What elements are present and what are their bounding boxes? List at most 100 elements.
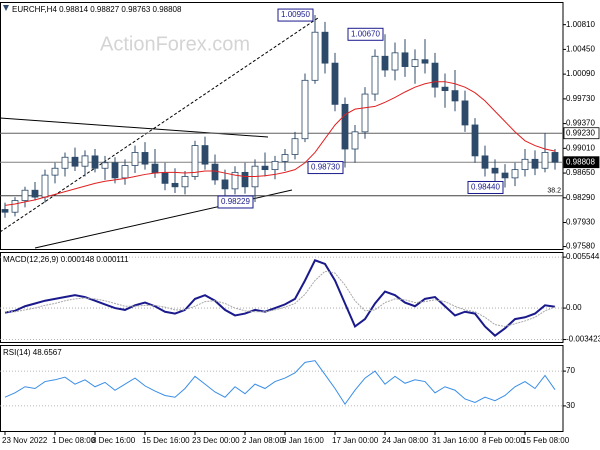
x-tick-label: 8 Dec 16:00: [92, 436, 136, 445]
candle-body: [1, 209, 9, 213]
indicator-line: [4, 259, 556, 337]
candle-body: [441, 86, 449, 92]
candle-body: [371, 55, 379, 95]
watermark: ActionForex.com: [100, 33, 250, 55]
x-tick-label: 31 Jan 16:00: [432, 436, 479, 445]
fib-label: 38.2: [547, 188, 561, 195]
candle-body: [101, 162, 109, 169]
y-tick-label: 1.00450: [566, 45, 595, 54]
price-label: 0.99230: [566, 128, 595, 137]
x-tick-label: 15 Dec 16:00: [142, 436, 190, 445]
annotation-label: 0.98730: [311, 163, 340, 172]
annotation-label: 0.98229: [221, 197, 250, 206]
candle-body: [321, 31, 329, 64]
candle-body: [131, 152, 139, 166]
candle-body: [81, 155, 89, 167]
trend-line: [0, 17, 319, 233]
candle-body: [521, 158, 529, 171]
candle-body: [181, 176, 189, 188]
x-tick-label: 17 Jan 00:00: [332, 436, 379, 445]
y-tick-label: 0.005544: [566, 252, 600, 261]
candle-body: [411, 59, 419, 67]
y-tick-label: 0.99370: [566, 119, 595, 128]
annotation-label: 1.00670: [351, 29, 380, 38]
x-tick-label: 2 Jan 08:00: [242, 436, 284, 445]
panel-frame: [0, 2, 564, 250]
candle-body: [511, 169, 519, 179]
panel-frame: [0, 252, 564, 343]
annotation-label: 0.98440: [471, 183, 500, 192]
candle-body: [91, 155, 99, 169]
candle-body: [301, 79, 309, 140]
candle-body: [501, 172, 509, 179]
candle-body: [331, 62, 339, 105]
x-tick-label: 9 Jan 16:00: [282, 436, 324, 445]
candle-body: [51, 167, 59, 176]
annotation-label: 1.00950: [281, 10, 310, 19]
candle-body: [531, 158, 539, 169]
candle-body: [291, 138, 299, 155]
candle-body: [211, 163, 219, 181]
trend-line: [0, 117, 269, 138]
annotation-box: [347, 27, 384, 41]
candle-body: [171, 182, 179, 188]
y-tick-label: 0.00: [566, 303, 582, 312]
candle-body: [61, 156, 69, 169]
candle-body: [21, 189, 29, 201]
price-label-box: [563, 127, 600, 140]
candle-body: [541, 152, 549, 169]
y-tick-label: 1.00810: [566, 20, 595, 29]
moving-average: [4, 81, 556, 206]
panel-title: EURCHF,H4 0.98814 0.98827 0.98763 0.9880…: [12, 5, 182, 14]
price-label: 0.98808: [566, 157, 595, 166]
annotation-box: [467, 180, 504, 194]
candle-body: [381, 55, 389, 71]
y-tick-label: 30: [566, 401, 575, 410]
candle-body: [151, 163, 159, 174]
y-tick-label: 1.00090: [566, 69, 595, 78]
indicator-line: [5, 270, 556, 327]
y-tick-label: 0.99730: [566, 94, 595, 103]
candle-body: [141, 152, 149, 165]
candle-body: [491, 167, 499, 174]
candle-body: [421, 59, 429, 64]
y-tick-label: 70: [566, 366, 575, 375]
annotation-box: [277, 8, 314, 22]
candle-body: [401, 52, 409, 67]
candle-body: [351, 131, 359, 150]
candle-body: [361, 93, 369, 133]
candle-body: [311, 31, 319, 81]
candle-body: [451, 90, 459, 102]
candle-body: [271, 160, 279, 171]
panel-title: RSI(14) 48.6567: [3, 348, 62, 357]
candle-body: [31, 189, 39, 198]
y-tick-label: 0.98290: [566, 193, 595, 202]
candle-body: [241, 171, 249, 188]
candle-body: [71, 156, 79, 167]
price-label-box: [563, 156, 600, 169]
candle-body: [231, 171, 239, 190]
candle-body: [471, 124, 479, 157]
candle-body: [281, 154, 289, 162]
y-tick-label: -0.003423: [566, 335, 600, 344]
x-tick-label: 23 Nov 2022: [2, 436, 48, 445]
x-tick-label: 23 Dec 00:00: [192, 436, 240, 445]
candle-body: [341, 103, 349, 150]
candle-body: [191, 145, 199, 177]
indicator-line: [4, 360, 556, 406]
x-tick-label: 8 Feb 00:00: [482, 436, 525, 445]
x-tick-label: 24 Jan 08:00: [382, 436, 429, 445]
candle-body: [161, 172, 169, 184]
candle-body: [201, 145, 209, 165]
candle-body: [431, 62, 439, 88]
y-tick-label: 0.99010: [566, 143, 595, 152]
annotation-box: [217, 195, 254, 209]
x-tick-label: 1 Dec 08:00: [52, 436, 96, 445]
symbol-icon: [3, 5, 9, 11]
candle-body: [391, 52, 399, 71]
candle-body: [461, 100, 469, 126]
panel-frame: [0, 345, 564, 432]
annotation-box: [307, 161, 344, 175]
